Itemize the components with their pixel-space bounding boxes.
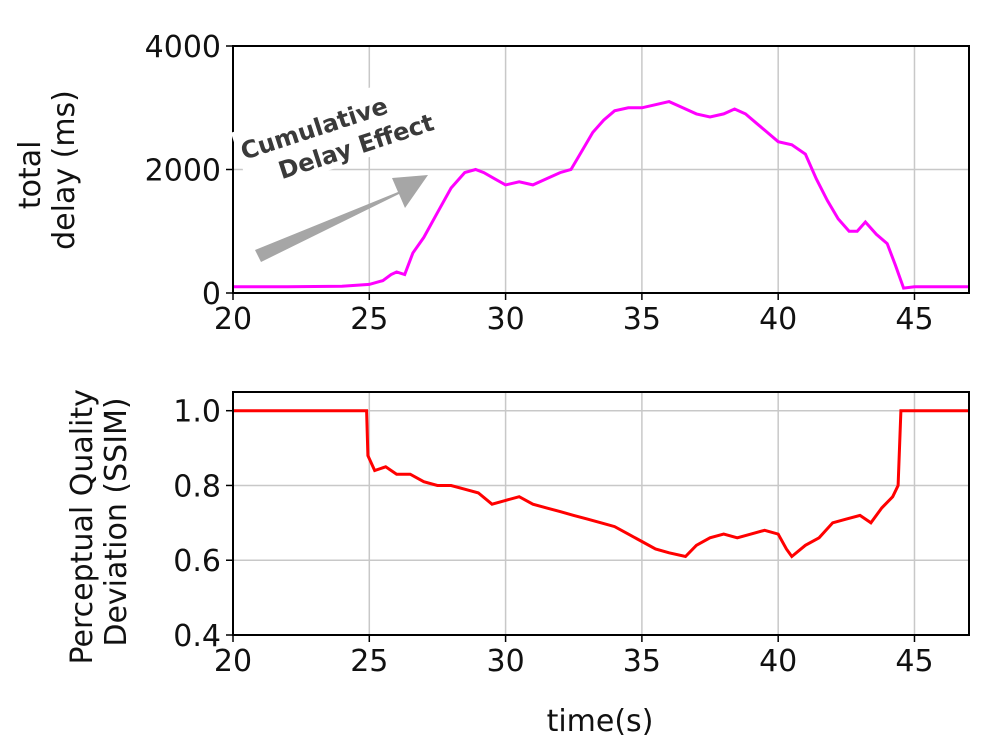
delay-line: [233, 100, 969, 290]
ssim-x-tick-label: 25: [350, 644, 388, 679]
annotation-background: [230, 67, 452, 196]
delay-x-tick-label: 45: [895, 302, 933, 337]
delay-y-label: total delay (ms): [13, 90, 82, 250]
ssim-y-tick-label: 0.4: [173, 619, 221, 654]
delay-ticks: 20 25 30 35 40 45 0 2000 4000: [145, 30, 934, 337]
ssim-ticks: 20 25 30 35 40 45 0.4 0.6 0.8 1.0: [173, 395, 933, 679]
delay-y-label-line1: total: [13, 140, 48, 209]
ssim-line: [233, 409, 969, 559]
ssim-y-label-line2: Deviation (SSIM): [99, 397, 134, 646]
ssim-y-tick-label: 0.6: [173, 544, 221, 579]
ssim-y-tick-label: 0.8: [173, 469, 221, 504]
delay-y-tick-label: 2000: [145, 154, 221, 189]
delay-gridlines: [232, 45, 969, 293]
delay-x-tick-label: 35: [623, 302, 661, 337]
ssim-axes-frame: [232, 391, 970, 636]
delay-panel: 20 25 30 35 40 45 0 2000 4000 total delay (ms): [13, 30, 970, 337]
ssim-gridlines: [232, 392, 969, 635]
ssim-x-tick-label: 45: [895, 644, 933, 679]
delay-y-label-line2: delay (ms): [47, 90, 82, 250]
ssim-panel: 20 25 30 35 40 45 0.4 0.6 0.8 1.0 Perceptual Qual…: [65, 380, 970, 739]
delay-x-tick-label: 40: [759, 302, 797, 337]
ssim-x-tick-label: 20: [214, 644, 252, 679]
ssim-x-tick-label: 30: [486, 644, 524, 679]
delay-x-tick-label: 25: [350, 302, 388, 337]
x-axis-label: time(s): [547, 704, 654, 739]
delay-y-tick-label: 4000: [145, 30, 221, 65]
ssim-x-tick-label: 40: [759, 644, 797, 679]
ssim-x-tick-label: 35: [623, 644, 661, 679]
delay-y-tick-label: 0: [202, 277, 221, 312]
delay-x-tick-label: 30: [486, 302, 524, 337]
cumulative-delay-annotation: Cumulative Delay Effect: [230, 67, 452, 262]
arrow-icon: [255, 175, 428, 262]
ssim-y-tick-label: 1.0: [173, 395, 221, 430]
ssim-y-label: Perceptual Quality Deviation (SSIM): [65, 380, 134, 665]
ssim-y-label-line1: Perceptual Quality: [65, 389, 100, 664]
delay-x-tick-label: 20: [214, 302, 252, 337]
